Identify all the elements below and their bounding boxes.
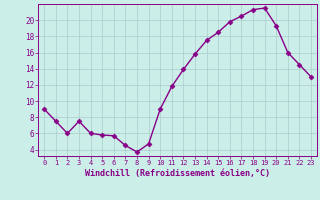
X-axis label: Windchill (Refroidissement éolien,°C): Windchill (Refroidissement éolien,°C) xyxy=(85,169,270,178)
